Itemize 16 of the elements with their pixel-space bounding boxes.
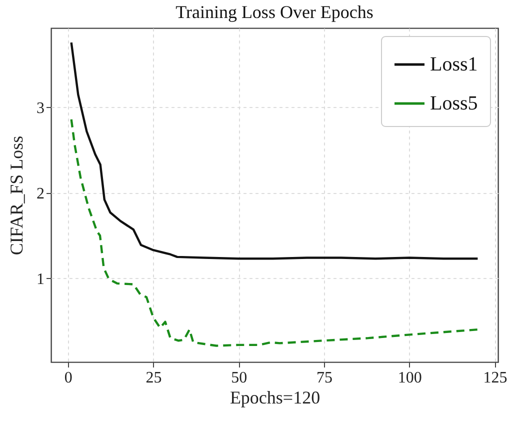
x-tick-label: 0: [64, 370, 72, 386]
legend-label: Loss1: [430, 54, 478, 76]
x-tick-label: 100: [398, 370, 422, 386]
chart-title: Training Loss Over Epochs: [176, 2, 374, 22]
x-tick-label: 25: [146, 370, 162, 386]
x-axis-title: Epochs=120: [230, 388, 320, 408]
y-tick-label: 3: [36, 100, 44, 117]
y-axis-title: CIFAR_FS Loss: [6, 136, 26, 256]
y-tick-label: 1: [36, 270, 44, 288]
line-series: [70, 41, 479, 260]
line-series: [70, 118, 479, 347]
y-tick-label: 2: [36, 185, 44, 202]
x-tick-label: 50: [231, 370, 248, 386]
legend-label: Loss5: [430, 92, 478, 114]
x-tick-label: 125: [483, 370, 508, 386]
x-tick-label: 75: [316, 370, 333, 386]
